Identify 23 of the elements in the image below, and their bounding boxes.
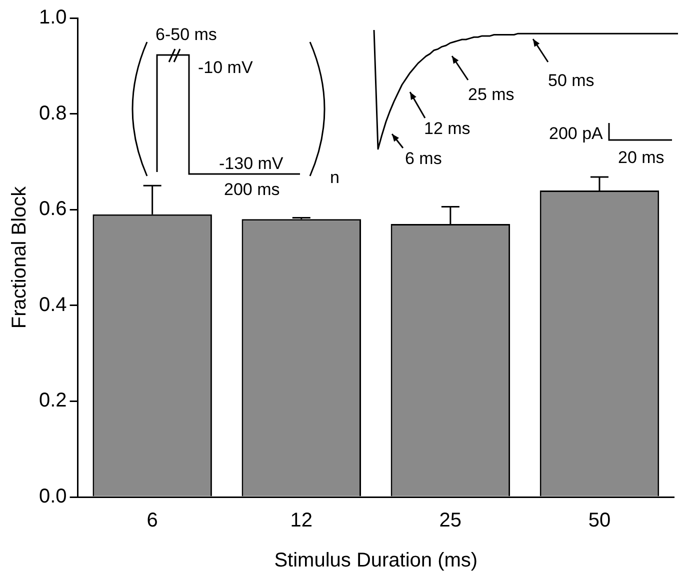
- annotation: 12 ms: [424, 118, 470, 138]
- y-tick-label: 0.4: [38, 294, 67, 316]
- x-tick-label: 6: [146, 510, 158, 532]
- x-tick-label: 25: [439, 510, 462, 532]
- annotation: 6 ms: [405, 148, 442, 168]
- y-tick-label: 1.0: [38, 6, 67, 29]
- x-axis-title: Stimulus Duration (ms): [274, 550, 478, 572]
- annotation: 200 pA: [549, 124, 603, 142]
- annotation: -10 mV: [198, 58, 253, 76]
- x-tick-label: 50: [588, 510, 611, 532]
- y-tick-label: 0.0: [38, 486, 67, 508]
- annotation: 25 ms: [468, 84, 514, 104]
- y-tick-label: 0.6: [38, 198, 67, 220]
- annotation: n: [330, 168, 340, 186]
- annotation: 200 ms: [224, 180, 280, 198]
- y-tick-label: 0.2: [38, 390, 67, 412]
- annotation: 6-50 ms: [156, 24, 217, 44]
- annotation: -130 mV: [219, 154, 284, 172]
- x-tick-label: 12: [290, 510, 312, 532]
- annotation: 50 ms: [548, 70, 594, 90]
- annotation: 20 ms: [618, 148, 664, 166]
- y-tick-label: 0.8: [38, 102, 67, 124]
- y-axis-title: Fractional Block: [8, 185, 31, 329]
